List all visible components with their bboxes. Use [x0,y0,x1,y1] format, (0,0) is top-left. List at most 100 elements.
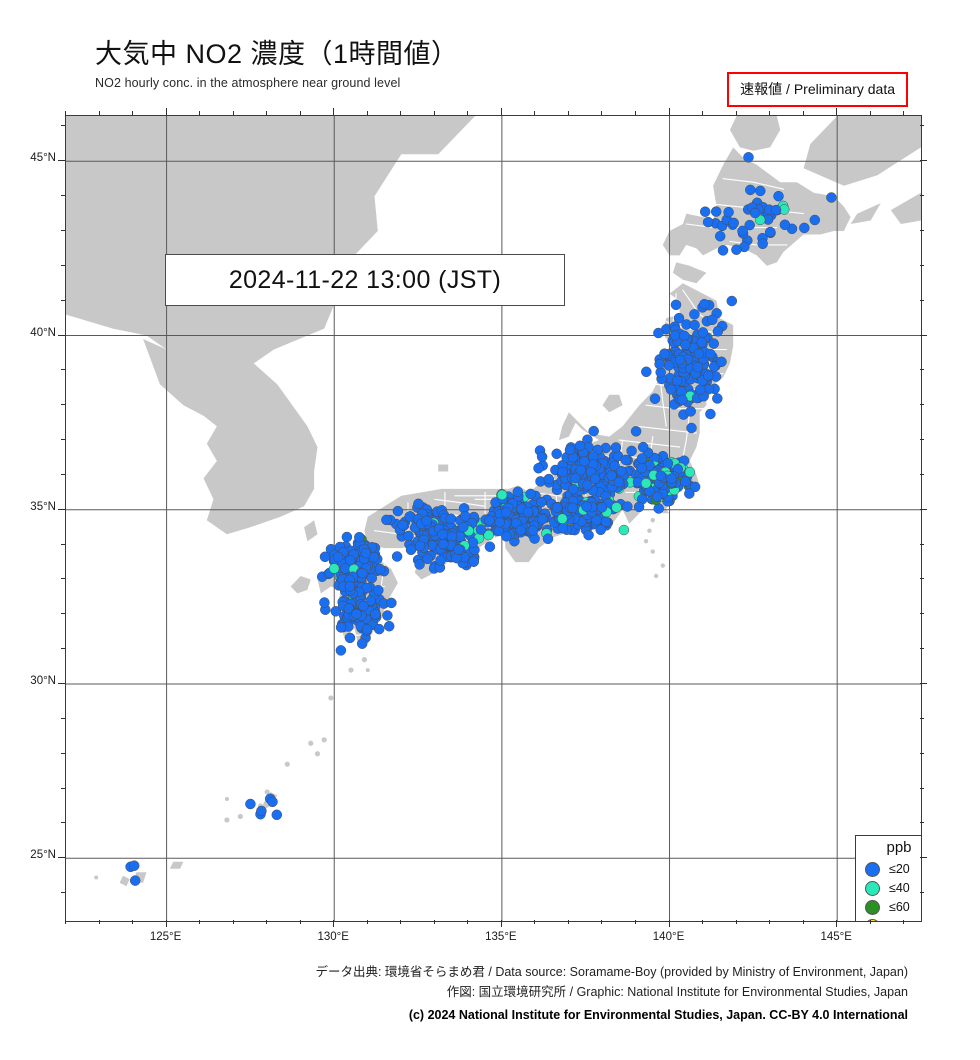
x-axis-minor-tick [299,920,301,924]
page-title: 大気中 NO2 濃度（1時間値） [95,39,459,69]
x-axis-minor-tick [534,920,536,924]
x-axis-top-tick [702,111,704,115]
y-axis-minor-tick [61,404,65,406]
x-axis-minor-tick [433,920,435,924]
y-axis-tick-label: 45°N [30,152,56,165]
y-axis-minor-tick [61,195,65,197]
y-axis-right-tick [920,439,924,441]
legend-color-swatch [865,899,880,915]
legend-row: ≤40 [862,879,921,898]
y-axis-minor-tick [61,787,65,789]
y-axis-minor-tick [61,752,65,754]
y-axis-right-tick [920,508,927,510]
x-axis-minor-tick [601,920,603,924]
x-axis-major-tick [500,920,502,927]
y-axis-right-tick [920,264,924,266]
legend-color-swatch [865,861,880,877]
x-axis-top-tick [299,111,301,115]
x-axis-top-tick [567,111,569,115]
x-axis-top-tick [132,111,134,115]
x-axis-minor-tick [400,920,402,924]
y-axis-tick-label: 30°N [30,675,56,688]
y-axis-right-tick [920,299,924,301]
x-axis-minor-tick [802,920,804,924]
x-axis-top-tick [534,111,536,115]
y-axis-right-tick [920,230,924,231]
y-axis-minor-tick [61,613,65,615]
x-axis-minor-tick [232,920,234,924]
x-axis-tick-label: 145°E [820,931,852,943]
footer-graphic-credit: 作図: 国立環境研究所 / Graphic: National Institut… [446,985,908,1000]
y-axis-minor-tick [61,264,65,266]
y-axis-major-tick [58,508,65,510]
y-axis-right-tick [920,717,924,719]
legend-color-swatch [865,880,880,896]
y-axis-right-tick [920,543,924,545]
x-axis-minor-tick [735,920,737,924]
x-axis-minor-tick [903,920,905,924]
x-axis-top-tick [802,111,804,115]
x-axis-top-tick [65,111,66,115]
y-axis-minor-tick [61,578,65,580]
y-axis-right-tick [920,648,924,650]
y-axis-right-tick [920,578,924,580]
y-axis-minor-tick [61,473,65,475]
header-title-block: 大気中 NO2 濃度（1時間値） NO2 hourly conc. in the… [95,39,459,89]
y-axis-right-tick [920,404,924,406]
x-axis-minor-tick [635,920,636,924]
y-axis-major-tick [58,334,65,336]
legend-label: ≤20 [889,862,910,876]
footer-copyright: (c) 2024 National Institute for Environm… [408,1007,908,1022]
x-axis-minor-tick [98,920,100,924]
x-axis-top-tick [98,111,100,115]
y-axis-right-tick [920,334,927,336]
x-axis-top-tick [199,111,201,115]
y-axis-right-tick [920,857,927,859]
legend-row: ≤60 [862,898,921,917]
x-axis-minor-tick [266,920,268,924]
x-axis-top-tick [836,108,838,115]
x-axis-top-tick [735,111,737,115]
preliminary-data-badge: 速報値 / Preliminary data [727,72,908,107]
x-axis-minor-tick [869,920,871,924]
y-axis-right-tick [920,752,924,754]
legend-row: ≤100 [862,917,921,921]
x-axis-top-tick [635,111,636,115]
legend-label: ≤100 [889,919,917,921]
x-axis-tick-label: 130°E [317,931,349,943]
y-axis-right-tick [920,473,924,475]
y-axis-right-tick [920,613,924,615]
y-axis-minor-tick [61,230,65,231]
footer-data-source: データ出典: 環境省そらまめ君 / Data source: Soramame-… [315,965,908,979]
x-axis-tick-label: 125°E [149,931,182,943]
y-axis-tick-label: 35°N [30,500,56,513]
map-canvas[interactable] [66,116,921,921]
x-axis-major-tick [836,920,838,927]
y-axis-tick-label: 40°N [30,326,56,339]
x-axis-minor-tick [467,920,469,924]
y-axis-minor-tick [61,822,65,824]
y-axis-major-tick [58,160,65,162]
x-axis-top-tick [366,111,368,115]
x-axis-top-tick [601,111,603,115]
x-axis-top-tick [903,111,905,115]
legend-label: ≤40 [889,881,910,895]
x-axis-top-tick [769,111,771,115]
y-axis-right-tick [920,787,924,789]
y-axis-minor-tick [61,717,65,719]
x-axis-major-tick [165,920,167,927]
x-axis-top-tick [668,108,670,115]
x-axis-major-tick [668,920,670,927]
station-markers [125,152,837,886]
y-axis-minor-tick [61,125,65,127]
x-axis-top-tick [232,111,234,115]
legend-color-swatch [865,918,880,921]
x-axis-top-tick [869,111,871,115]
map-geometry [66,116,921,921]
legend-label: ≤60 [889,900,910,914]
y-axis-minor-tick [61,648,65,650]
y-axis-minor-tick [61,369,65,371]
x-axis-minor-tick [199,920,201,924]
y-axis-right-tick [920,160,927,162]
x-axis-top-tick [433,111,435,115]
